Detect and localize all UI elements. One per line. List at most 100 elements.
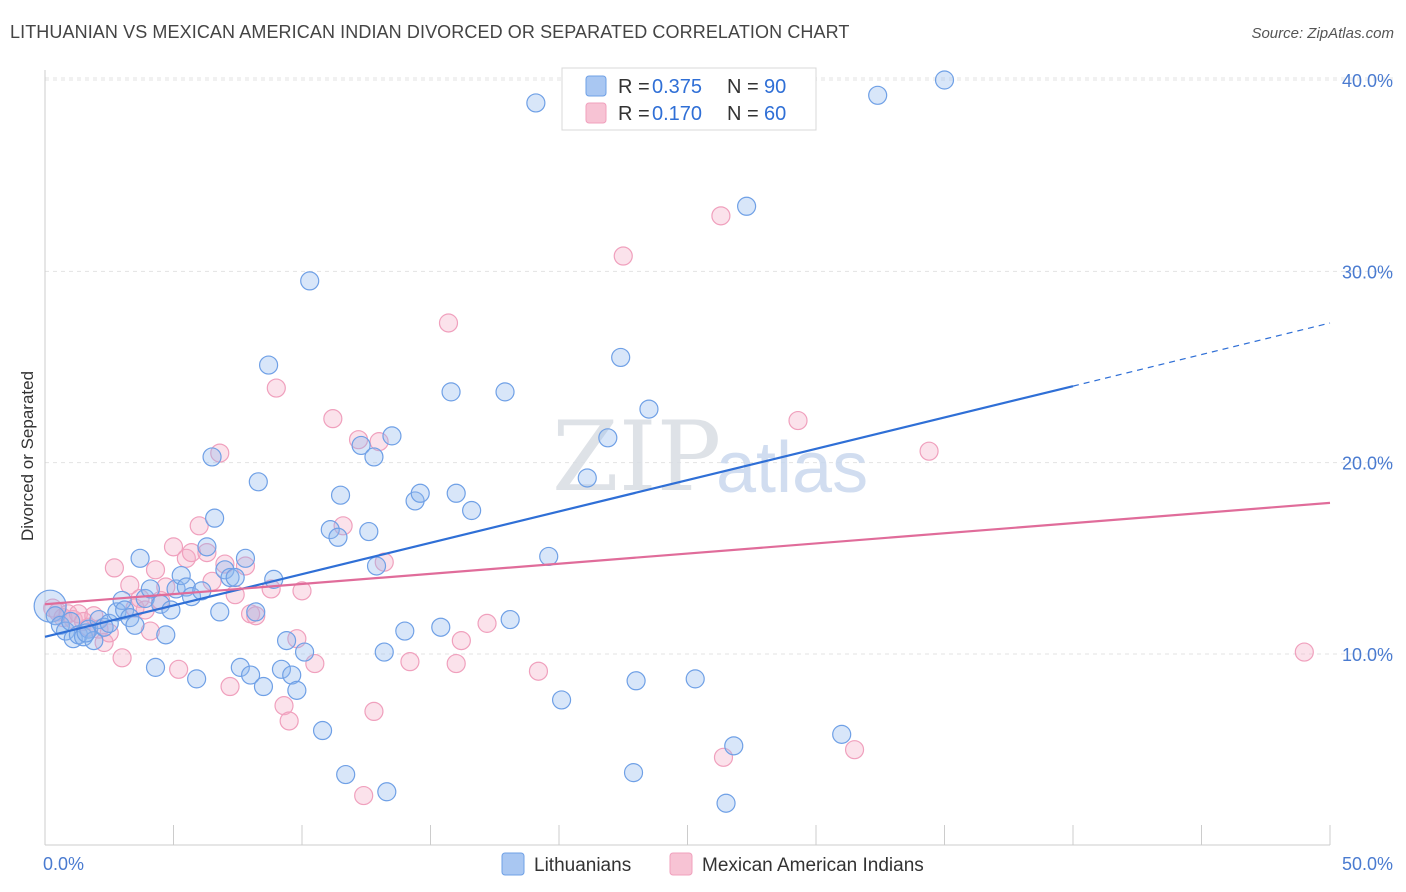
lithuanians-point [328,527,348,547]
mexican-american-indians-point [788,410,808,431]
lithuanians-point [176,577,196,597]
lithuanians-point [187,669,207,689]
lithuanians-point [197,537,217,557]
lithuanians-point [374,642,394,662]
lithuanians-point [300,271,320,291]
lithuanians-point [50,615,71,635]
lithuanians-point [253,676,274,697]
lithuanians-point [33,589,67,623]
mexican-american-indians-point [451,631,471,651]
lithuanians-point [441,382,461,402]
mexican-american-indians-point [292,581,312,601]
y-tick-label: 10.0% [1342,645,1393,665]
y-axis-label: Divorced or Separated [18,371,37,541]
lithuanians-point [246,602,266,622]
lithuanians-point [294,642,315,662]
lithuanians-point [235,548,256,568]
lithuanians-point [551,690,572,710]
lithuanians-point [258,355,279,375]
lithuanians-point [241,665,261,685]
bottom-legend: Lithuanians Mexican American Indians [501,852,924,876]
lithuanians-point [202,447,222,467]
mexican-american-indians-point [197,542,217,563]
lithuanians-point [287,680,307,700]
lithuanians-point [312,720,333,741]
lithuanians-point [130,548,150,568]
mexican-american-indians-point [528,661,549,681]
mexican-american-indians-trend-line [44,501,1331,606]
mexican-american-indians-point [163,537,184,557]
chart-title: LITHUANIAN VS MEXICAN AMERICAN INDIAN DI… [10,22,850,42]
watermark: ZIP atlas [552,401,868,513]
lithuanians-point [737,196,757,216]
lithuanians-point [500,609,520,630]
legend-r-value-2: 0.170 [652,103,702,125]
lithuanians-point [156,625,176,645]
lithuanians-point [125,615,145,635]
mexican-american-indians-point [112,648,132,668]
lithuanians-point [539,546,559,567]
mexican-american-indians-point [333,516,353,536]
lithuanians-point [395,621,415,641]
lithuanians-point [336,764,356,785]
tick-labels: 10.0% 20.0% 30.0% 40.0% 0.0% 50.0% [43,71,1393,874]
legend-swatch-lithuanians [585,75,607,97]
source-label: Source: ZipAtlas.com [1251,25,1394,42]
lithuanians-point [276,631,297,651]
lithuanians-point [410,483,430,503]
x-tick-label-max: 50.0% [1342,854,1393,874]
lithuanians-point [577,468,597,488]
mexican-american-indians-point [120,575,140,595]
x-tick-label-min: 0.0% [43,854,84,874]
lithuanians-point [282,665,302,685]
mexican-american-indians-point [438,313,459,333]
lithuanians-point [366,556,387,576]
mexican-american-indians-point [1294,642,1314,662]
mexican-american-indians-point [169,659,189,679]
mexican-american-indians-point [477,613,497,633]
lithuanians-point [611,347,631,368]
lithuanians-point [526,93,546,113]
lithuanians-trend-extension [1072,322,1331,387]
lithuanians-point [495,382,515,402]
mexican-american-indians-point [323,409,343,429]
bottom-legend-label-mexican-american-indians: Mexican American Indians [702,855,924,876]
lithuanians-point [330,485,351,505]
lithuanians-point [626,671,646,691]
lithuanians-point [205,508,225,528]
lithuanians-point [598,428,618,448]
legend-r-value-1: 0.375 [652,76,702,98]
mexican-american-indians-point [189,516,209,536]
y-tick-label: 20.0% [1342,454,1393,474]
trend-lines [44,322,1331,638]
legend-n-label-2: N = [727,103,759,125]
legend-n-value-2: 60 [764,103,786,125]
lithuanians-point [623,763,644,783]
mexican-american-indians-point [613,246,633,266]
lithuanians-point [320,520,340,540]
lithuanians-point [220,567,240,588]
lithuanians-point [248,472,268,492]
mexican-american-indians-point [400,652,420,672]
legend-n-label-1: N = [727,76,759,98]
mexican-american-indians-point [145,560,166,580]
bottom-legend-label-lithuanians: Lithuanians [534,855,631,876]
lithuanians-point [84,631,104,651]
lithuanians-point [351,435,371,456]
bottom-legend-swatch-lithuanians [501,852,525,876]
mexican-american-indians-point [104,558,124,578]
lithuanians-point [377,782,397,802]
mexican-american-indians-point [274,696,294,716]
lithuanians-point [431,617,451,637]
mexican-american-indians-point [919,441,939,461]
y-tick-label: 40.0% [1342,71,1393,91]
lithuanians-point [724,736,744,756]
lithuanians-point [359,521,379,542]
mexican-american-indians-point [220,676,240,697]
legend-swatch-mexican-american-indians [585,102,607,124]
legend-r-label-2: R = [618,103,650,125]
mexican-american-indians-point [364,701,384,722]
legend-box: R = 0.375 N = 90 R = 0.170 N = 60 [561,67,817,131]
lithuanians-point [271,659,292,679]
axes [44,70,1331,846]
